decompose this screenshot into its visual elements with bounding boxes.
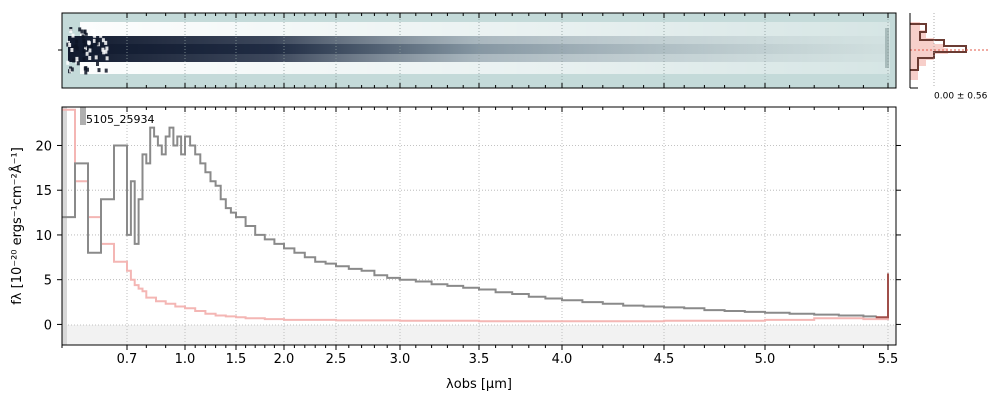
noise-pixel — [81, 34, 85, 39]
noise-pixel — [95, 41, 99, 46]
noise-pixel — [83, 43, 87, 48]
noise-pixel — [66, 42, 70, 47]
noise-pixel — [69, 27, 73, 31]
object-id-label: 5105_25934 — [86, 113, 155, 126]
noise-pixel — [88, 48, 92, 53]
noise-pixel — [99, 33, 103, 38]
bad-pixel-block — [62, 107, 67, 345]
noise-pixel — [82, 39, 86, 44]
noise-pixel — [93, 33, 97, 38]
noise-pixel — [75, 46, 79, 51]
noise-pixel — [101, 47, 105, 52]
y-tick-labels: 0 5 10 15 20 — [35, 139, 52, 333]
noise-pixel — [82, 48, 86, 53]
noise-pixel — [87, 40, 91, 45]
panel-1d-ticks — [57, 107, 901, 350]
x-tick-labels: 0.7 1.0 1.5 2.0 2.5 3.0 3.5 4.0 4.5 5.0 5.5 — [117, 352, 899, 367]
flux-line — [62, 126, 877, 318]
noise-pixel — [66, 60, 70, 65]
x-tick-label: 1.5 — [226, 352, 247, 367]
histogram-label: 0.00 ± 0.56 — [934, 92, 988, 102]
noise-pixel — [85, 46, 89, 51]
noise-pixel — [85, 51, 89, 56]
x-axis-label: λobs [μm] — [446, 377, 512, 392]
noise-pixel — [92, 66, 96, 70]
noise-pixel — [83, 29, 87, 34]
y-tick-label: 10 — [35, 229, 52, 244]
noise-blocks — [66, 27, 889, 75]
noise-pixel — [69, 29, 73, 34]
x-tick-label: 3.0 — [390, 352, 411, 367]
edge-artifact — [885, 28, 889, 68]
noise-pixel — [84, 70, 88, 75]
noise-pixel — [72, 58, 76, 63]
noise-pixel — [82, 57, 86, 62]
noise-pixel — [75, 56, 79, 61]
bad-pixel-block — [80, 107, 86, 125]
x-tick-label: 1.0 — [175, 352, 196, 367]
noise-pixel — [68, 43, 72, 47]
spectrum-1d-panel: 0.7 1.0 1.5 2.0 2.5 3.0 3.5 4.0 4.5 5.0 5.5 0 5 10 15… — [9, 106, 901, 392]
noise-pixel — [94, 55, 98, 60]
y-tick-label: 0 — [44, 318, 52, 333]
x-tick-label: 5.5 — [878, 352, 899, 367]
y-tick-label: 5 — [44, 274, 52, 289]
y-tick-label: 15 — [35, 184, 52, 199]
panel-2d-gridlines — [126, 13, 889, 88]
noise-pixel — [71, 33, 75, 38]
noise-pixel — [84, 31, 88, 36]
noise-pixel — [104, 40, 108, 45]
noise-pixel — [85, 28, 89, 33]
y-tick-label: 20 — [35, 139, 52, 154]
noise-pixel — [96, 62, 99, 66]
noise-pixel — [105, 56, 109, 61]
noise-pixel — [76, 61, 80, 66]
noise-pixel — [86, 67, 89, 72]
panel-2d-ticks — [61, 13, 889, 88]
histogram-profile — [910, 23, 967, 71]
noise-pixel — [78, 27, 82, 32]
uncertainty-line — [62, 108, 889, 323]
spectrum-2d-panel — [58, 12, 897, 89]
noise-pixel — [83, 66, 87, 71]
noise-pixel — [90, 44, 94, 49]
noise-pixel — [102, 50, 106, 55]
x-tick-label: 3.5 — [469, 352, 490, 367]
noise-pixel — [91, 30, 94, 34]
y-axis-label: fλ [10⁻²⁰ ergs⁻¹cm⁻²Å⁻¹] — [9, 147, 25, 305]
noise-pixel — [92, 38, 96, 43]
bad-pixel-markers — [62, 107, 86, 345]
noise-pixel — [80, 29, 84, 34]
x-tick-label: 0.7 — [117, 352, 138, 367]
noise-pixel — [99, 64, 103, 69]
noise-pixel — [104, 49, 108, 54]
noise-pixel — [97, 68, 101, 73]
noise-pixel — [69, 66, 73, 71]
noise-pixel — [104, 68, 108, 73]
x-tick-label: 4.0 — [552, 352, 573, 367]
noise-pixel — [74, 44, 78, 49]
noise-pixel — [84, 46, 87, 51]
x-tick-label: 2.0 — [274, 352, 295, 367]
noise-pixel — [105, 46, 109, 51]
x-tick-label: 2.5 — [326, 352, 347, 367]
noise-pixel — [95, 38, 99, 43]
noise-pixel — [70, 67, 74, 72]
x-tick-label: 4.5 — [654, 352, 675, 367]
noise-pixel — [101, 38, 105, 43]
x-tick-label: 5.0 — [755, 352, 776, 367]
noise-pixel — [88, 56, 92, 60]
noise-pixel — [69, 68, 73, 73]
noise-pixel — [70, 48, 74, 52]
noise-pixel — [75, 39, 79, 44]
flux-edge-segment — [875, 273, 889, 319]
profile-histogram: 0.00 ± 0.56 — [909, 13, 990, 102]
